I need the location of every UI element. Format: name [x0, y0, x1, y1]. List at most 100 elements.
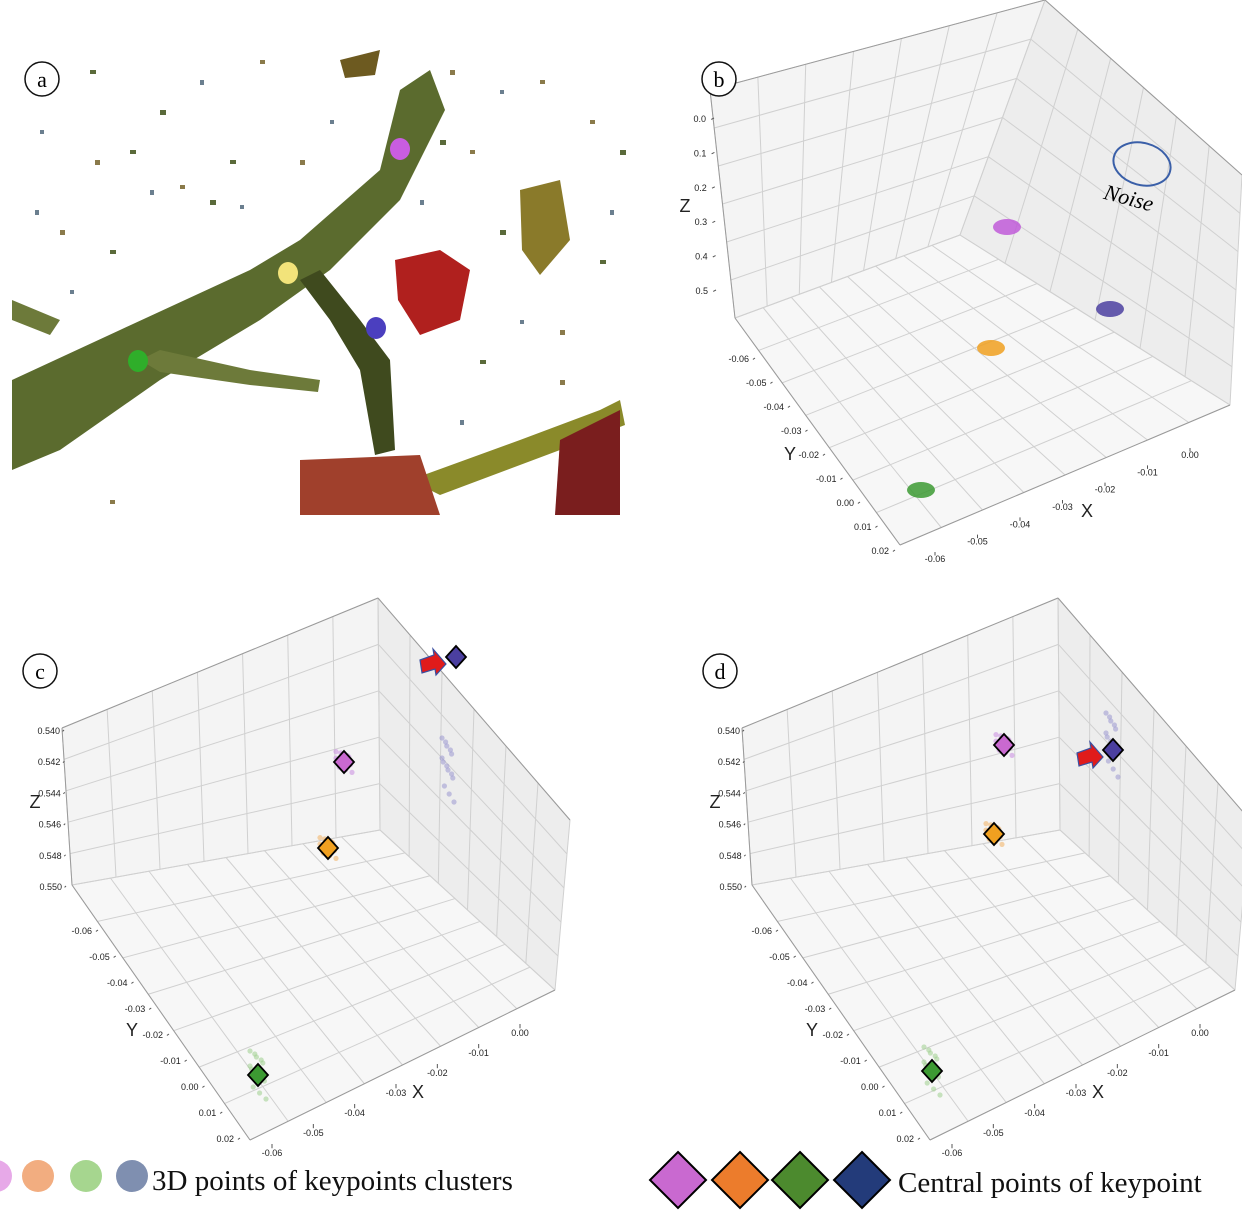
red-fruit-cluster: [395, 250, 470, 335]
noise-ellipse: [1112, 141, 1172, 187]
y-tick-label: -0.01: [160, 1056, 181, 1066]
central-point-magenta: [992, 732, 1016, 758]
cluster-point-magenta: [1009, 752, 1015, 759]
grid-line: [1205, 782, 1219, 964]
grid-line: [1058, 690, 1242, 887]
x-tick-label: -0.04: [1010, 519, 1031, 529]
tick-mark: [62, 729, 65, 732]
x-tick-label: -0.06: [262, 1148, 283, 1158]
grid-line: [341, 836, 518, 1010]
y-tick-label: 0.02: [216, 1134, 234, 1144]
panel-letter-b: b: [714, 67, 725, 92]
x-tick-label: -0.03: [1066, 1088, 1087, 1098]
cluster-point-indigo: [1105, 758, 1111, 764]
tick-mark: [202, 1085, 205, 1088]
grid-line: [1057, 597, 1061, 831]
axis-edge: [1044, 0, 1242, 176]
cluster-point-indigo: [443, 739, 449, 745]
z-tick-label: 0.3: [695, 217, 708, 227]
y-tick-label: -0.06: [751, 926, 772, 936]
z-tick-label: 0.546: [39, 820, 62, 830]
grid-line: [831, 690, 841, 870]
grid-line: [798, 64, 807, 295]
tick-mark: [882, 1085, 885, 1088]
panel-d-3d-scatter: 0.540 0.542 0.544 0.546 0.548 0.550 -0.06 -0.05…: [702, 597, 1242, 1158]
cluster-point-orange: [983, 821, 989, 827]
tick-mark: [711, 186, 716, 189]
grid-line: [151, 690, 161, 870]
tick-mark: [63, 823, 66, 826]
grid-line: [379, 783, 559, 957]
tick-mark: [742, 729, 745, 732]
grid-line: [745, 690, 1059, 792]
cluster-point-indigo: [441, 783, 447, 789]
cluster-point-indigo: [1103, 730, 1109, 736]
y-tick-label: 0.00: [861, 1082, 879, 1092]
central-point-indigo: [444, 644, 468, 670]
cluster-point-green: [924, 1080, 930, 1086]
grid-line: [242, 653, 249, 854]
grid-line: [959, 234, 1231, 406]
cluster-point-green: [247, 1048, 253, 1054]
panel-letter-circle: [701, 61, 737, 97]
grid-line: [967, 635, 973, 846]
tick-mark: [148, 1007, 152, 1010]
tick-mark: [712, 289, 717, 292]
y-tick-label: -0.05: [769, 952, 790, 962]
grid-line: [69, 783, 380, 855]
grid-line: [378, 644, 568, 855]
z-tick-label: 0.544: [38, 788, 61, 798]
grid-line: [408, 634, 411, 857]
grid-line: [378, 736, 562, 923]
cluster-point-green: [252, 1051, 258, 1057]
cluster-point-indigo: [1115, 774, 1121, 780]
cluster-point-green: [250, 1084, 256, 1090]
y-tick-label: -0.01: [840, 1056, 861, 1066]
axis-edge: [249, 989, 556, 1141]
panel-c-3d-scatter: 0.540 0.542 0.544 0.546 0.548 0.550 -0.06 -0.05…: [22, 597, 571, 1158]
noise-speck: [500, 90, 504, 94]
cluster-point-indigo: [440, 759, 446, 765]
noise-speck: [180, 185, 185, 189]
axis-edge: [709, 89, 736, 319]
legend-diamond-magenta: [648, 1150, 708, 1210]
grid-line: [944, 850, 1121, 1047]
x-tick-label: 0.00: [1181, 450, 1199, 460]
central-point-green: [920, 1058, 944, 1084]
noise-speck: [60, 230, 65, 235]
noise-speck: [520, 320, 524, 324]
tick-mark: [846, 1033, 850, 1036]
grid-line: [875, 265, 1107, 458]
x-tick-label: -0.05: [303, 1128, 324, 1138]
grid-line: [922, 653, 929, 854]
x-tick-label: -0.03: [386, 1088, 407, 1098]
cluster-point-green: [257, 1090, 263, 1096]
cluster-point-indigo: [1107, 714, 1113, 720]
cluster-point-indigo: [444, 763, 450, 769]
axis-edge: [71, 884, 251, 1141]
x-tick-label: -0.02: [1095, 485, 1116, 495]
tick-mark: [752, 357, 756, 360]
tick-mark: [805, 429, 808, 432]
grid-line: [828, 870, 1007, 1103]
tick-mark: [770, 381, 773, 384]
tick-mark: [811, 981, 814, 984]
grid-line: [931, 244, 1190, 423]
noise-speck: [150, 190, 154, 195]
cluster-point-green: [263, 1096, 269, 1102]
grid-line: [1002, 117, 1237, 291]
noise-speck: [160, 110, 166, 115]
noise-speck: [40, 130, 44, 134]
x-axis-label: X: [1092, 1082, 1104, 1102]
z-tick-label: 0.550: [719, 882, 742, 892]
tick-mark: [712, 220, 716, 224]
z-tick-label: 0.550: [39, 882, 62, 892]
cluster-point-indigo: [439, 735, 445, 741]
legend-dot-orange: [22, 1160, 54, 1192]
legend-diamond-green: [770, 1150, 830, 1210]
grid-line: [903, 255, 1148, 441]
leaf-cluster-right: [520, 180, 570, 275]
noise-speck: [460, 420, 464, 425]
branch-main: [12, 70, 445, 470]
